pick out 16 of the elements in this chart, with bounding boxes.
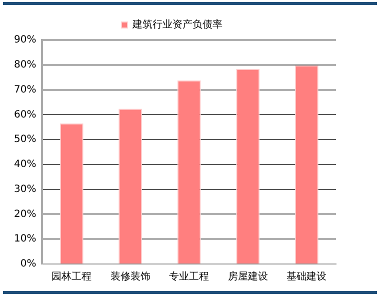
- y-tick-label: 40%: [14, 159, 36, 170]
- y-tick-label: 50%: [14, 134, 36, 146]
- x-tick-label: 专业工程: [169, 270, 210, 283]
- y-tick-label: 90%: [14, 34, 36, 46]
- y-tick-label: 60%: [14, 109, 36, 120]
- y-tick-label: 70%: [14, 84, 36, 96]
- x-tick-label: 房屋建设: [228, 270, 268, 283]
- y-tick-label: 10%: [14, 234, 36, 245]
- y-tick-label: 80%: [14, 59, 36, 70]
- y-tick-label: 30%: [14, 184, 36, 195]
- y-tick-label: 20%: [14, 208, 36, 220]
- x-tick-label: 园林工程: [52, 270, 92, 283]
- x-tick-label: 装修装饰: [110, 270, 150, 283]
- y-tick-label: 0%: [20, 258, 36, 270]
- legend-label: 建筑行业资产负债率: [132, 18, 222, 31]
- x-tick-label: 基础建设: [286, 270, 327, 283]
